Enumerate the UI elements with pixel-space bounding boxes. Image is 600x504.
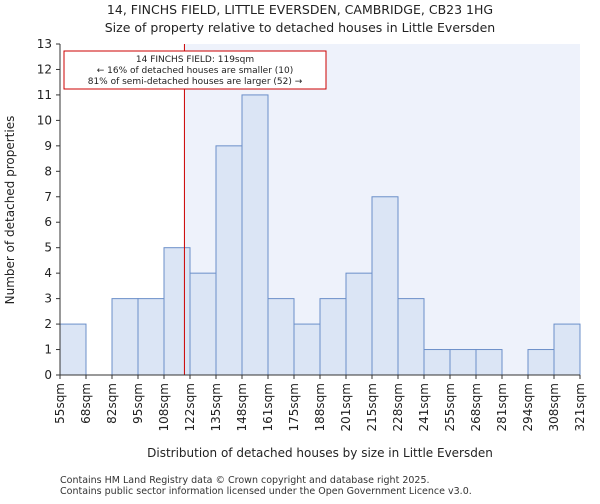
x-tick-label-201sqm: 201sqm <box>339 383 353 431</box>
bar-308sqm <box>553 323 581 376</box>
y-axis-label: Number of detached properties <box>3 116 17 305</box>
chart-subtitle: Size of property relative to detached ho… <box>105 20 495 35</box>
footer-line-1: Contains HM Land Registry data © Crown c… <box>60 475 430 486</box>
annotation-line-3: 81% of semi-detached houses are larger (… <box>88 77 303 87</box>
x-tick-label-281sqm: 281sqm <box>495 383 509 431</box>
y-tick-label-7: 7 <box>44 190 52 204</box>
y-tick-label-13: 13 <box>37 37 52 51</box>
bar-215sqm <box>371 196 399 376</box>
bar-55sqm <box>59 323 87 376</box>
bar-188sqm <box>319 298 347 376</box>
x-axis-label: Distribution of detached houses by size … <box>147 446 493 460</box>
x-tick-label-241sqm: 241sqm <box>417 383 431 431</box>
y-tick-label-11: 11 <box>37 88 52 102</box>
annotation-box <box>63 50 327 90</box>
chart-title: 14, FINCHS FIELD, LITTLE EVERSDEN, CAMBR… <box>107 2 493 17</box>
x-tick-label-122sqm: 122sqm <box>183 383 197 431</box>
annotation-line-1: 14 FINCHS FIELD: 119sqm <box>136 55 254 65</box>
y-tick-label-10: 10 <box>37 113 52 127</box>
footer-line-2: Contains public sector information licen… <box>60 486 472 497</box>
bar-294sqm <box>527 349 555 376</box>
x-tick-label-68sqm: 68sqm <box>79 383 93 424</box>
bar-148sqm <box>241 94 269 376</box>
bar-241sqm <box>423 349 451 376</box>
x-tick-label-268sqm: 268sqm <box>469 383 483 431</box>
bar-161sqm <box>267 298 295 376</box>
y-tick-label-3: 3 <box>44 292 52 306</box>
x-tick-label-55sqm: 55sqm <box>53 383 67 424</box>
y-tick-label-5: 5 <box>44 241 52 255</box>
y-tick-label-8: 8 <box>44 164 52 178</box>
x-tick-label-215sqm: 215sqm <box>365 383 379 431</box>
bar-82sqm <box>111 298 139 376</box>
y-tick-label-0: 0 <box>44 368 52 382</box>
annotation-line-2: ← 16% of detached houses are smaller (10… <box>97 66 294 76</box>
x-tick-label-228sqm: 228sqm <box>391 383 405 431</box>
x-tick-label-148sqm: 148sqm <box>235 383 249 431</box>
bar-268sqm <box>475 349 503 376</box>
x-tick-label-321sqm: 321sqm <box>573 383 587 431</box>
x-tick-label-308sqm: 308sqm <box>547 383 561 431</box>
x-tick-label-95sqm: 95sqm <box>131 383 145 424</box>
y-tick-label-1: 1 <box>44 343 52 357</box>
bars-group <box>59 94 581 376</box>
bar-201sqm <box>345 272 373 376</box>
bar-175sqm <box>293 323 321 376</box>
bar-108sqm <box>163 247 191 376</box>
y-tick-label-2: 2 <box>44 317 52 331</box>
y-tick-label-12: 12 <box>37 62 52 76</box>
x-tick-label-108sqm: 108sqm <box>157 383 171 431</box>
x-tick-label-135sqm: 135sqm <box>209 383 223 431</box>
bar-95sqm <box>137 298 165 376</box>
bar-122sqm <box>189 272 217 376</box>
x-tick-label-82sqm: 82sqm <box>105 383 119 424</box>
x-tick-label-188sqm: 188sqm <box>313 383 327 431</box>
x-tick-label-255sqm: 255sqm <box>443 383 457 431</box>
bar-135sqm <box>215 145 243 376</box>
x-ticks-group: 55sqm 68sqm 82sqm 95sqm 108sqm 122sqm 135sqm 14… <box>53 375 587 431</box>
y-tick-label-6: 6 <box>44 215 52 229</box>
bar-255sqm <box>449 349 477 376</box>
x-tick-label-294sqm: 294sqm <box>521 383 535 431</box>
y-tick-label-4: 4 <box>44 266 52 280</box>
x-tick-label-175sqm: 175sqm <box>287 383 301 431</box>
y-tick-label-9: 9 <box>44 139 52 153</box>
x-tick-label-161sqm: 161sqm <box>261 383 275 431</box>
bar-228sqm <box>397 298 425 376</box>
